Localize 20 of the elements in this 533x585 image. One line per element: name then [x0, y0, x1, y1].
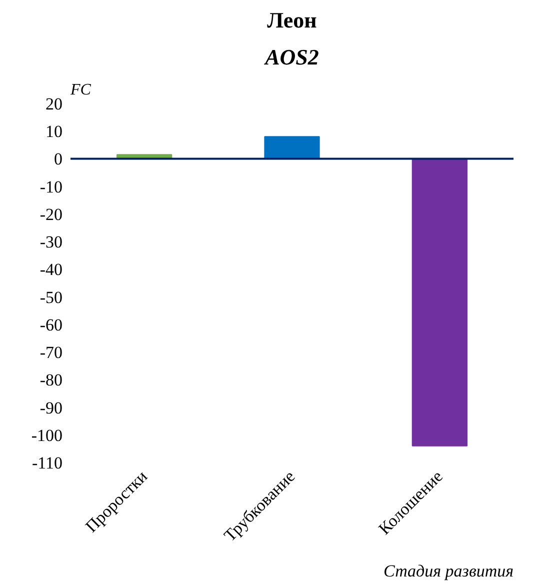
- y-tick-label: -60: [40, 315, 63, 334]
- y-tick-label: -20: [40, 204, 63, 224]
- y-tick-label: -10: [40, 177, 63, 196]
- y-tick-label: 0: [54, 150, 62, 169]
- y-tick-label: -70: [40, 343, 63, 362]
- y-tick-label: -90: [40, 398, 63, 418]
- chart-subtitle: AOS2: [263, 44, 319, 70]
- y-tick-label: 10: [46, 122, 62, 142]
- bar: [264, 136, 320, 160]
- y-tick-label: -110: [32, 454, 62, 472]
- y-tick-label: -30: [40, 232, 63, 252]
- chart-title: Леон: [267, 8, 318, 32]
- bar: [412, 158, 468, 446]
- x-axis-title: Стадия развития: [383, 562, 514, 580]
- y-tick-label: -100: [31, 426, 63, 445]
- y-tick-label: -80: [40, 370, 63, 390]
- y-tick-label: -50: [40, 288, 63, 307]
- y-tick-label: -40: [40, 260, 63, 280]
- y-axis-title: FC: [70, 82, 92, 98]
- y-tick-label: 20: [46, 94, 62, 114]
